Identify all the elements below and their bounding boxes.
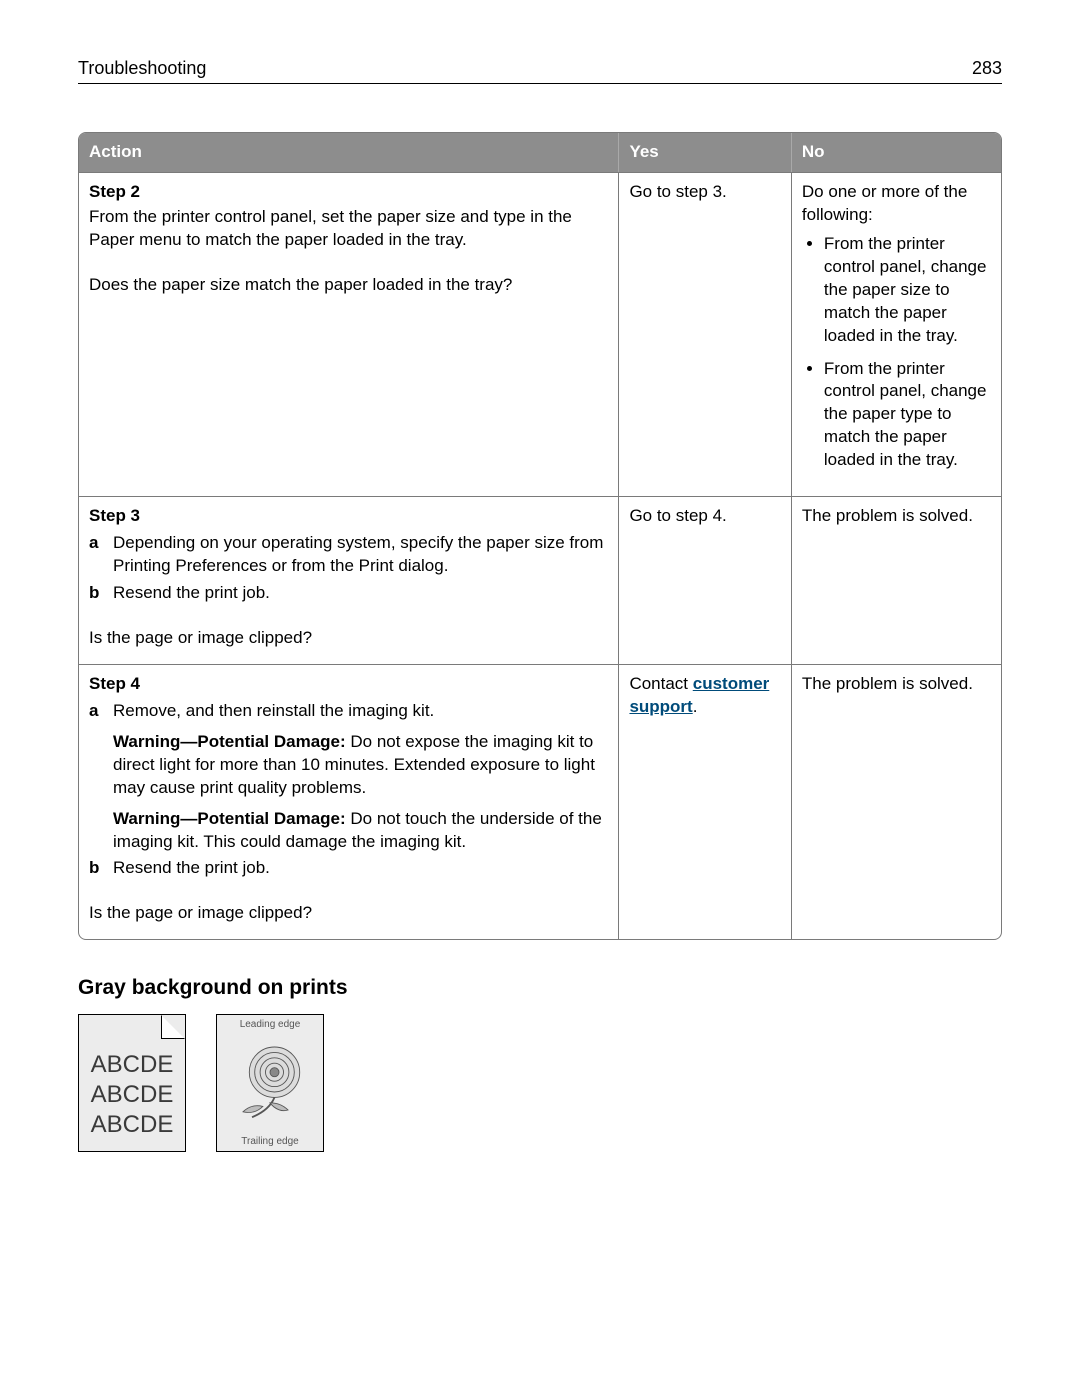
marker-a: a bbox=[89, 532, 113, 578]
no-cell: Do one or more of the following: From th… bbox=[792, 172, 1001, 496]
step-title: Step 3 bbox=[89, 505, 608, 528]
yes-suffix: . bbox=[693, 697, 698, 716]
table-row: Step 3 a Depending on your operating sys… bbox=[79, 496, 1001, 664]
substep-b-body: Resend the print job. bbox=[113, 857, 608, 880]
substep-a: a Depending on your operating system, sp… bbox=[89, 532, 608, 578]
yes-cell: Go to step 3. bbox=[619, 172, 791, 496]
action-cell: Step 2 From the printer control panel, s… bbox=[79, 172, 619, 496]
action-cell: Step 4 a Remove, and then reinstall the … bbox=[79, 664, 619, 939]
marker-b: b bbox=[89, 857, 113, 880]
substep-b-body: Resend the print job. bbox=[113, 582, 608, 605]
marker-a: a bbox=[89, 700, 113, 854]
sample-text-line: ABCDE bbox=[79, 1081, 185, 1109]
flower-illustration bbox=[221, 1030, 319, 1136]
table-header-row: Action Yes No bbox=[79, 133, 1001, 172]
list-item: From the printer control panel, change t… bbox=[824, 358, 991, 473]
col-header-yes: Yes bbox=[619, 133, 791, 172]
table-row: Step 4 a Remove, and then reinstall the … bbox=[79, 664, 1001, 939]
page-fold-icon bbox=[161, 1015, 185, 1039]
step-title: Step 2 bbox=[89, 181, 608, 204]
running-header: Troubleshooting 283 bbox=[78, 58, 1002, 84]
col-header-action: Action bbox=[79, 133, 619, 172]
step-title: Step 4 bbox=[89, 673, 608, 696]
yes-cell: Contact customer support. bbox=[619, 664, 791, 939]
substep-a-body: Depending on your operating system, spec… bbox=[113, 532, 608, 578]
table-row: Step 2 From the printer control panel, s… bbox=[79, 172, 1001, 496]
troubleshooting-table: Action Yes No Step 2 From the printer co… bbox=[78, 132, 1002, 940]
no-bullet-list: From the printer control panel, change t… bbox=[802, 233, 991, 472]
trailing-edge-label: Trailing edge bbox=[221, 1136, 319, 1147]
list-item: From the printer control panel, change t… bbox=[824, 233, 991, 348]
marker-b: b bbox=[89, 582, 113, 605]
no-cell: The problem is solved. bbox=[792, 664, 1001, 939]
print-sample-icon: Leading edge Trailing edge bbox=[216, 1014, 324, 1152]
substep-a-text: Remove, and then reinstall the imaging k… bbox=[113, 701, 434, 720]
yes-prefix: Contact bbox=[629, 674, 692, 693]
section-heading: Gray background on prints bbox=[78, 976, 1002, 1000]
figure-row: ABCDE ABCDE ABCDE Leading edge bbox=[78, 1014, 1002, 1152]
document-page: Troubleshooting 283 Action Yes No Step 2… bbox=[0, 0, 1080, 1192]
no-cell: The problem is solved. bbox=[792, 496, 1001, 664]
step-body: From the printer control panel, set the … bbox=[89, 206, 608, 252]
warning-label: Warning—Potential Damage: bbox=[113, 732, 346, 751]
step-question: Is the page or image clipped? bbox=[89, 902, 608, 925]
warning-1: Warning—Potential Damage: Do not expose … bbox=[113, 731, 608, 800]
no-intro: Do one or more of the following: bbox=[802, 181, 991, 227]
header-section: Troubleshooting bbox=[78, 58, 206, 79]
sample-text-line: ABCDE bbox=[79, 1111, 185, 1139]
substep-a-body: Remove, and then reinstall the imaging k… bbox=[113, 700, 608, 854]
header-page-number: 283 bbox=[972, 58, 1002, 79]
step-question: Does the paper size match the paper load… bbox=[89, 274, 608, 297]
warning-2: Warning—Potential Damage: Do not touch t… bbox=[113, 808, 608, 854]
step-question: Is the page or image clipped? bbox=[89, 627, 608, 650]
sample-text-line: ABCDE bbox=[79, 1051, 185, 1079]
substep-b: b Resend the print job. bbox=[89, 582, 608, 605]
yes-cell: Go to step 4. bbox=[619, 496, 791, 664]
substep-b: b Resend the print job. bbox=[89, 857, 608, 880]
substep-a: a Remove, and then reinstall the imaging… bbox=[89, 700, 608, 854]
action-cell: Step 3 a Depending on your operating sys… bbox=[79, 496, 619, 664]
page-sample-icon: ABCDE ABCDE ABCDE bbox=[78, 1014, 186, 1152]
leading-edge-label: Leading edge bbox=[221, 1019, 319, 1030]
col-header-no: No bbox=[792, 133, 1001, 172]
warning-label: Warning—Potential Damage: bbox=[113, 809, 346, 828]
